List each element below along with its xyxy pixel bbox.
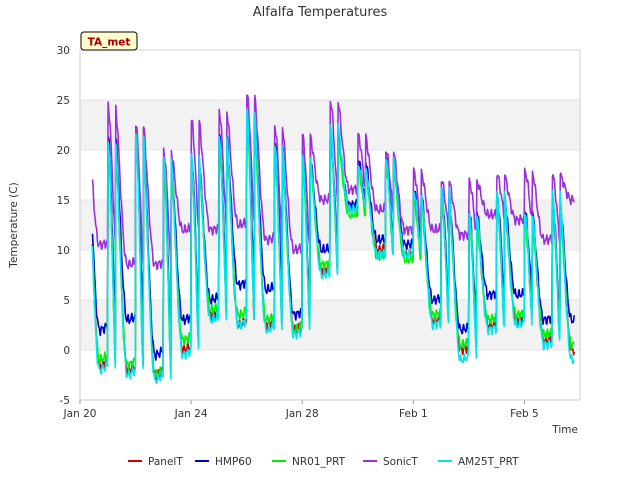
legend-label: AM25T_PRT xyxy=(458,456,519,468)
x-tick-label: Feb 5 xyxy=(510,408,539,420)
grid-band xyxy=(80,50,580,100)
plot-frame xyxy=(79,49,581,401)
series-lines xyxy=(91,94,575,385)
annotation-box-bg xyxy=(80,31,138,51)
y-tick-label: 5 xyxy=(63,295,70,307)
x-tick-label: Jan 24 xyxy=(174,408,208,420)
annotation-box: TA_met xyxy=(80,31,138,51)
legend: PanelT HMP60 NR01_PRT SonicT AM25T_PRT xyxy=(128,456,519,468)
y-tick-label: 15 xyxy=(57,195,70,207)
legend-label: NR01_PRT xyxy=(292,456,346,468)
legend-label: HMP60 xyxy=(215,456,252,468)
x-tick-label: Jan 28 xyxy=(285,408,319,420)
series-line xyxy=(91,108,575,385)
chart-title: Alfalfa Temperatures xyxy=(253,5,388,20)
y-tick-label: 30 xyxy=(57,45,70,57)
x-axis-label: Time xyxy=(551,424,578,436)
x-tick-label: Jan 20 xyxy=(63,408,97,420)
x-tick-label: Feb 1 xyxy=(399,408,428,420)
x-axis-ticks: Jan 20 Jan 24 Jan 28 Feb 1 Feb 5 xyxy=(63,400,539,420)
legend-label: SonicT xyxy=(383,456,418,468)
series-line xyxy=(91,94,575,271)
y-tick-label: 0 xyxy=(63,345,70,357)
y-tick-label: -5 xyxy=(60,395,70,407)
y-tick-label: 10 xyxy=(57,245,70,257)
y-tick-label: 20 xyxy=(57,145,70,157)
annotation-label: TA_met xyxy=(88,37,131,49)
y-tick-label: 25 xyxy=(57,95,70,107)
y-axis-label: Temperature (C) xyxy=(8,182,20,268)
y-axis-ticks: -5 0 5 10 15 20 25 30 xyxy=(57,45,70,407)
legend-label: PanelT xyxy=(148,456,183,468)
